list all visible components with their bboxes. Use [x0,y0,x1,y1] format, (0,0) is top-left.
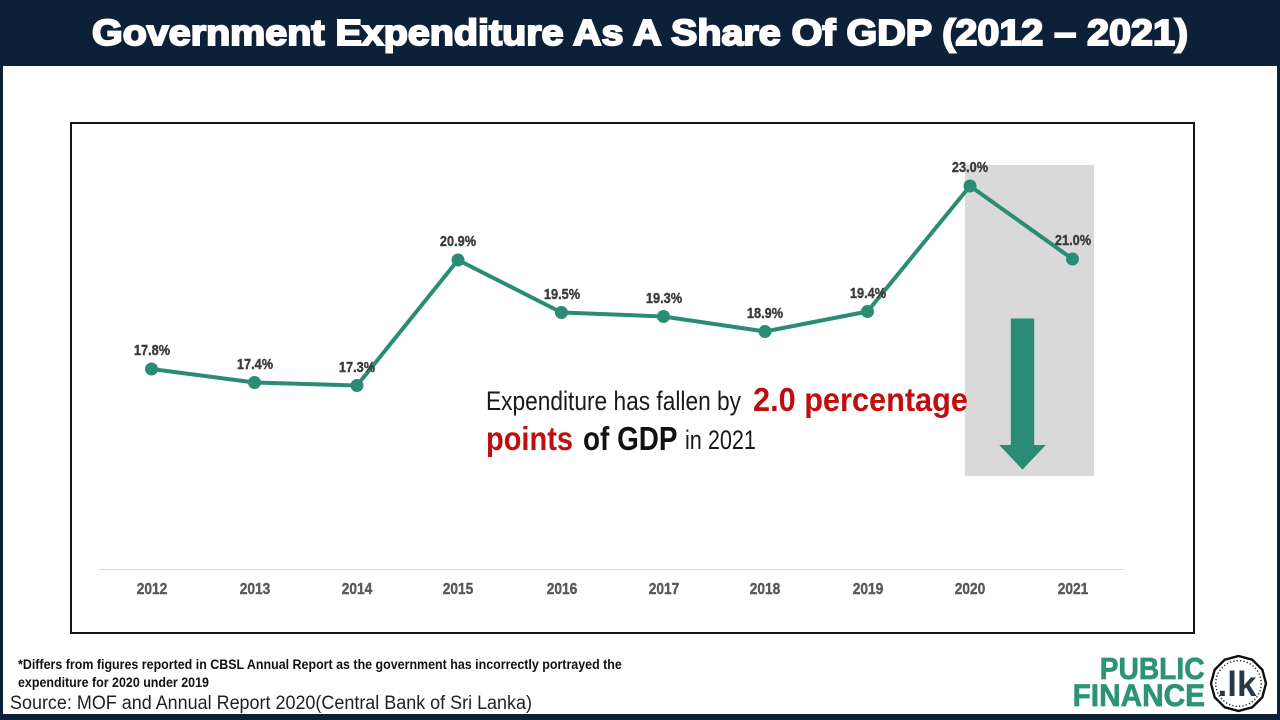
svg-text:.lk: .lk [1218,665,1257,704]
